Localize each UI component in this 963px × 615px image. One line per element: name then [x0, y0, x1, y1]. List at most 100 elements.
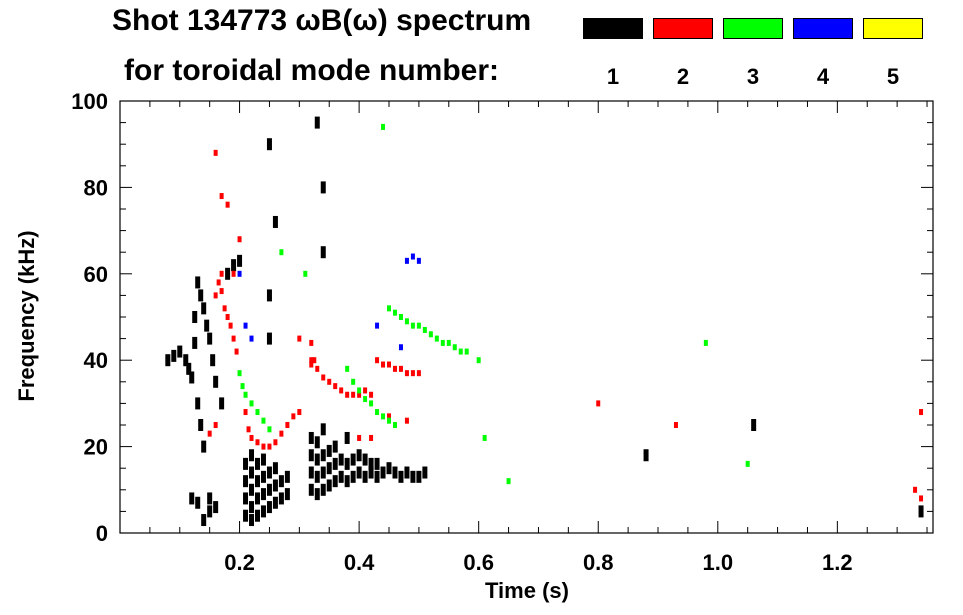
data-point: [380, 466, 386, 479]
data-point: [225, 201, 230, 208]
data-point: [231, 335, 236, 342]
data-point: [410, 253, 415, 260]
data-point: [482, 434, 487, 441]
data-point: [369, 400, 374, 407]
data-point: [267, 443, 272, 450]
data-point: [356, 466, 362, 479]
data-point: [416, 322, 421, 329]
data-point: [375, 409, 380, 416]
data-point: [267, 426, 272, 433]
data-point: [201, 514, 207, 527]
legend-swatch-mode-4: [793, 18, 853, 39]
data-point: [312, 357, 317, 364]
data-point: [243, 322, 248, 329]
data-point: [392, 422, 397, 428]
data-point: [278, 475, 284, 488]
data-point: [192, 311, 198, 323]
y-tick-label: 0: [96, 521, 108, 546]
data-point: [673, 422, 678, 428]
data-point: [249, 449, 255, 462]
data-point: [369, 434, 374, 441]
legend-label-mode-4: 4: [816, 64, 830, 89]
data-point: [308, 466, 314, 479]
data-point: [192, 336, 198, 349]
data-point: [596, 400, 601, 407]
data-point: [255, 439, 260, 446]
legend-label-mode-3: 3: [746, 64, 760, 89]
data-point: [297, 409, 302, 416]
data-point: [362, 470, 368, 483]
data-point: [387, 361, 392, 368]
data-point: [338, 453, 344, 466]
y-tick-label: 100: [71, 89, 108, 114]
data-point: [440, 339, 445, 346]
data-point: [392, 309, 397, 316]
data-point: [195, 496, 201, 509]
data-point: [356, 449, 362, 462]
data-point: [387, 413, 392, 420]
data-point: [381, 123, 386, 130]
data-point: [332, 457, 338, 470]
data-point: [260, 488, 266, 501]
data-point: [320, 466, 326, 479]
data-point: [919, 495, 924, 502]
data-point: [422, 466, 428, 479]
x-tick-label: 1.2: [822, 550, 853, 575]
data-point: [913, 486, 918, 493]
data-point: [243, 457, 249, 470]
legend-swatch-mode-2: [653, 18, 713, 39]
data-point: [207, 430, 212, 437]
data-point: [225, 267, 231, 280]
data-point: [327, 378, 332, 385]
data-point: [219, 397, 225, 410]
data-point: [266, 483, 272, 496]
data-point: [410, 322, 415, 329]
data-point: [357, 391, 362, 398]
data-point: [452, 344, 457, 351]
series-mode-4: [237, 253, 421, 351]
data-point: [404, 370, 409, 377]
data-point: [381, 413, 386, 420]
data-point: [246, 426, 251, 433]
data-point: [339, 387, 344, 394]
data-point: [410, 470, 416, 483]
series-mode-1: [165, 116, 924, 527]
data-point: [198, 289, 204, 302]
legend-label-mode-5: 5: [886, 64, 900, 89]
y-tick-label: 20: [84, 435, 108, 460]
data-point: [186, 362, 192, 375]
data-point: [285, 422, 290, 428]
y-tick-label: 40: [84, 348, 108, 373]
data-point: [314, 116, 320, 129]
data-point: [398, 314, 403, 320]
data-point: [362, 453, 368, 466]
data-point: [320, 246, 326, 259]
data-point: [272, 215, 278, 228]
data-point: [213, 422, 218, 428]
data-point: [308, 431, 314, 444]
data-point: [272, 479, 278, 492]
data-point: [506, 478, 511, 485]
data-point: [213, 149, 218, 156]
y-tick-label: 80: [84, 175, 108, 200]
data-point: [260, 505, 266, 518]
data-point: [249, 466, 255, 479]
data-point: [198, 419, 204, 431]
data-point: [249, 335, 254, 342]
data-point: [381, 361, 386, 368]
data-point: [204, 319, 210, 332]
data-point: [314, 436, 320, 449]
data-point: [350, 453, 356, 466]
data-point: [189, 492, 195, 505]
data-point: [254, 492, 260, 505]
data-point: [643, 449, 649, 462]
data-point: [751, 419, 757, 431]
data-point: [458, 348, 463, 355]
data-point: [308, 483, 314, 496]
data-point: [249, 483, 255, 496]
data-point: [398, 344, 403, 351]
data-point: [416, 370, 421, 377]
data-point: [320, 449, 326, 462]
data-point: [320, 423, 326, 436]
